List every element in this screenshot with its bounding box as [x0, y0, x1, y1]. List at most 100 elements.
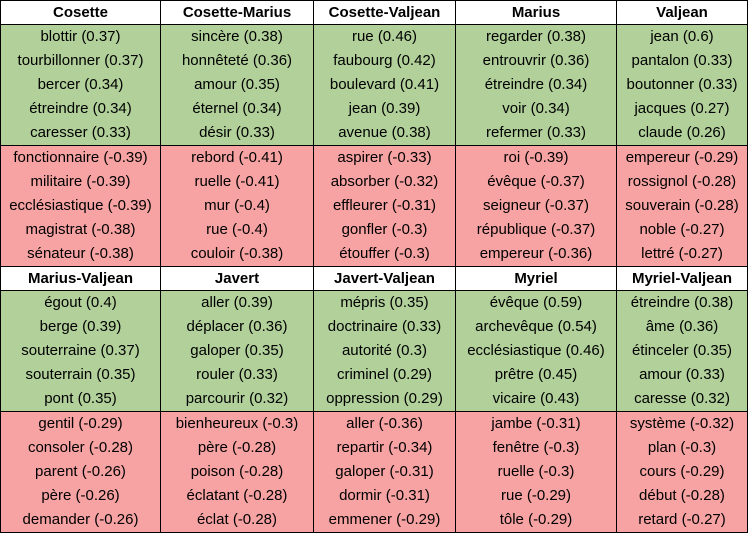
positive-words-row: blottir (0.37) tourbillonner (0.37) bercer… [0, 24, 748, 146]
word-score: déplacer (0.36) [186, 318, 288, 335]
word-score: jambe (-0.31) [491, 415, 581, 432]
word-score: caresser (0.33) [30, 124, 131, 141]
word-score: ruelle (-0.41) [194, 173, 280, 190]
word-score: rue (0.46) [351, 28, 418, 45]
word-score: retard (-0.27) [638, 511, 726, 528]
word-score: âme (0.36) [645, 318, 719, 335]
word-score: pantalon (0.33) [631, 52, 733, 69]
word-score: bienheureux (-0.3) [175, 415, 299, 432]
word-score: autorité (0.3) [341, 342, 428, 359]
negative-words-cell: système (-0.32) plan (-0.3) cours (-0.29) d… [616, 411, 748, 533]
word-score: étreindre (0.34) [29, 100, 132, 117]
word-score: vicaire (0.43) [492, 390, 580, 407]
positive-words-cell: sincère (0.38) honnêteté (0.36) amour (0.3… [160, 24, 314, 146]
word-score: rue (-0.29) [500, 487, 572, 504]
positive-words-cell: jean (0.6) pantalon (0.33) boutonner (0.33… [616, 24, 748, 146]
word-score: cours (-0.29) [639, 463, 725, 480]
word-score: étinceler (0.35) [631, 342, 733, 359]
word-score: entrouvrir (0.36) [482, 52, 590, 69]
word-score: ecclésiastique (0.46) [467, 342, 605, 359]
word-score: égout (0.4) [44, 294, 117, 311]
word-score: amour (0.35) [194, 76, 280, 93]
negative-words-cell: aller (-0.36) repartir (-0.34) galoper (-0… [313, 411, 456, 533]
word-score: couloir (-0.38) [190, 245, 284, 262]
word-score: mépris (0.35) [340, 294, 429, 311]
word-score: oppression (0.29) [326, 390, 443, 407]
word-score: père (-0.26) [41, 487, 120, 504]
word-score: berge (0.39) [39, 318, 122, 335]
word-score: voir (0.34) [502, 100, 570, 117]
word-score: république (-0.37) [476, 221, 596, 238]
word-score: éclatant (-0.28) [186, 487, 288, 504]
word-score: seigneur (-0.37) [483, 197, 589, 214]
word-score: jean (0.6) [650, 28, 714, 45]
table-body: Cosette Cosette-Marius Cosette-Valjean Mari… [0, 0, 748, 533]
negative-words-row: gentil (-0.29) consoler (-0.28) parent (-0… [0, 411, 748, 533]
word-score: parcourir (0.32) [185, 390, 289, 407]
word-score: rossignol (-0.28) [627, 173, 737, 190]
positive-words-cell: aller (0.39) déplacer (0.36) galoper (0.35… [160, 290, 314, 412]
word-score: plan (-0.3) [647, 439, 717, 456]
word-score: sénateur (-0.38) [27, 245, 134, 262]
word-score: aller (-0.36) [346, 415, 423, 432]
word-score: jacques (0.27) [634, 100, 730, 117]
word-score: empereur (-0.36) [479, 245, 593, 262]
word-score: mur (-0.4) [204, 197, 270, 214]
negative-words-cell: roi (-0.39) évêque (-0.37) seigneur (-0.37… [455, 145, 617, 267]
word-score: boutonner (0.33) [626, 76, 738, 93]
word-score: honnêteté (0.36) [181, 52, 293, 69]
word-score: gonfler (-0.3) [341, 221, 428, 238]
column-header: Myriel [455, 266, 617, 291]
word-score: souterraine (0.37) [21, 342, 140, 359]
word-score: tourbillonner (0.37) [17, 52, 144, 69]
word-score: repartir (-0.34) [336, 439, 433, 456]
column-header: Cosette [0, 0, 161, 25]
word-score: étreindre (0.38) [630, 294, 734, 311]
word-score: évêque (0.59) [489, 294, 583, 311]
word-score: noble (-0.27) [639, 221, 725, 238]
word-score: jean (0.39) [348, 100, 421, 117]
word-score: sincère (0.38) [191, 28, 283, 45]
negative-words-cell: fonctionnaire (-0.39) militaire (-0.39) ec… [0, 145, 161, 267]
word-score: éternel (0.34) [192, 100, 282, 117]
negative-words-cell: empereur (-0.29) rossignol (-0.28) souvera… [616, 145, 748, 267]
column-header: Valjean [616, 0, 748, 25]
word-score: boulevard (0.41) [329, 76, 440, 93]
word-score: claude (0.26) [638, 124, 726, 141]
column-header: Marius [455, 0, 617, 25]
word-score: rouler (0.33) [196, 366, 278, 383]
word-score: prêtre (0.45) [494, 366, 578, 383]
word-score: doctrinaire (0.33) [327, 318, 442, 335]
word-score: étreindre (0.34) [484, 76, 588, 93]
word-score: ecclésiastique (-0.39) [9, 197, 152, 214]
positive-words-cell: étreindre (0.38) âme (0.36) étinceler (0.3… [616, 290, 748, 412]
word-score: blottir (0.37) [40, 28, 121, 45]
word-score: fenêtre (-0.3) [492, 439, 580, 456]
positive-words-cell: rue (0.46) faubourg (0.42) boulevard (0.41… [313, 24, 456, 146]
word-score: criminel (0.29) [336, 366, 433, 383]
word-score: bercer (0.34) [37, 76, 124, 93]
word-score: fonctionnaire (-0.39) [13, 149, 148, 166]
word-score: faubourg (0.42) [333, 52, 436, 69]
word-score: regarder (0.38) [485, 28, 587, 45]
column-header: Cosette-Marius [160, 0, 314, 25]
negative-words-cell: aspirer (-0.33) absorber (-0.32) effleurer… [313, 145, 456, 267]
word-score: rue (-0.4) [206, 221, 268, 238]
negative-words-row: fonctionnaire (-0.39) militaire (-0.39) ec… [0, 145, 748, 267]
word-score: absorber (-0.32) [330, 173, 439, 190]
word-similarity-table-container: Cosette Cosette-Marius Cosette-Valjean Mari… [0, 0, 748, 533]
header-row: Cosette Cosette-Marius Cosette-Valjean Mari… [0, 0, 748, 25]
word-score: évêque (-0.37) [487, 173, 585, 190]
negative-words-cell: rebord (-0.41) ruelle (-0.41) mur (-0.4) ru… [160, 145, 314, 267]
word-score: amour (0.33) [639, 366, 725, 383]
header-row: Marius-Valjean Javert Javert-Valjean Myriel… [0, 266, 748, 291]
column-header: Javert-Valjean [313, 266, 456, 291]
word-score: lettré (-0.27) [641, 245, 723, 262]
column-header: Cosette-Valjean [313, 0, 456, 25]
word-score: galoper (0.35) [190, 342, 284, 359]
word-score: début (-0.28) [639, 487, 725, 504]
word-score: aspirer (-0.33) [337, 149, 432, 166]
positive-words-cell: regarder (0.38) entrouvrir (0.36) étreindr… [455, 24, 617, 146]
word-score: désir (0.33) [199, 124, 275, 141]
word-score: refermer (0.33) [485, 124, 587, 141]
